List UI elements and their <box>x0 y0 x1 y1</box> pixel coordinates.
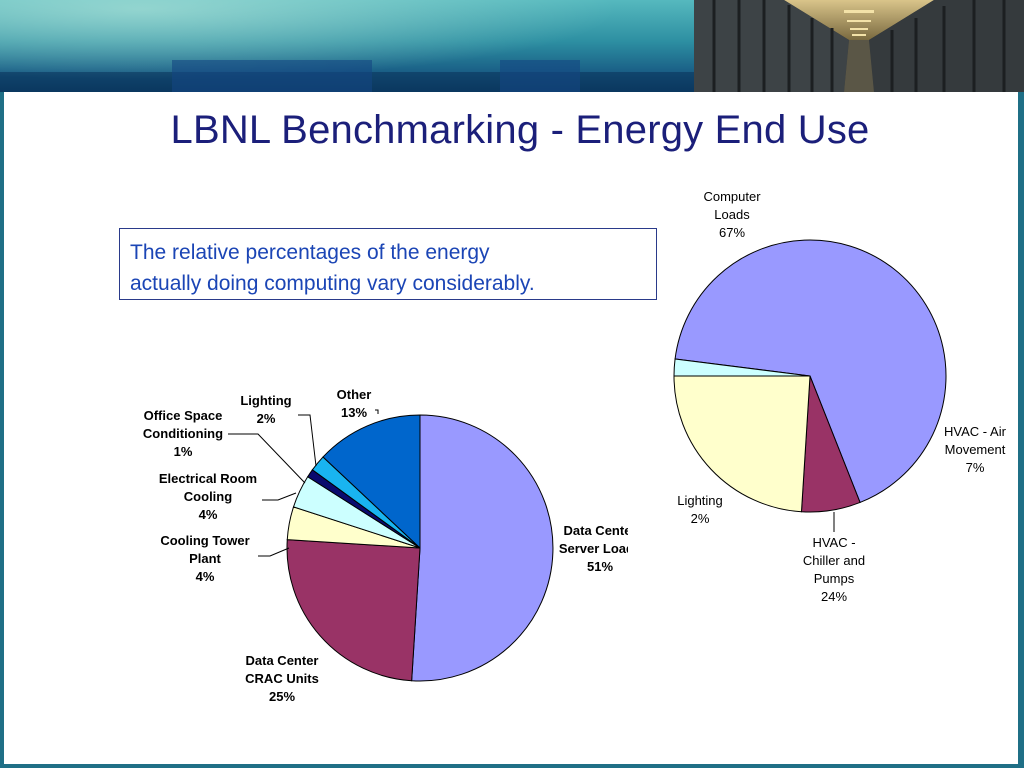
pie-slice-hvac-chiller-and-pumps <box>673 375 811 513</box>
banner-tile <box>500 60 580 92</box>
slice-label-office-space-conditioning: Office Space Conditioning 1% <box>143 408 223 459</box>
pie-slice-other <box>322 414 421 550</box>
leader-line-office-space-conditioning <box>228 433 306 484</box>
note-line: actually doing computing vary considerab… <box>130 272 535 295</box>
leader-line-lighting <box>298 414 317 467</box>
pie-chart-1: Data Center Server Loads 51% Data Center CRA… <box>143 387 641 704</box>
pie-slice-computer-loads <box>674 239 947 504</box>
banner-tile <box>172 60 372 92</box>
pie-slice-lighting <box>673 358 811 377</box>
leader-line-other <box>375 409 379 414</box>
pie-slice-data-center-server-loads <box>411 414 554 682</box>
pie-slice-data-center-crac-units <box>286 539 421 682</box>
slice-label-cooling-tower-plant: Cooling Tower Plant 4% <box>160 533 249 584</box>
slice-label-lighting: Lighting 2% <box>240 393 291 426</box>
slice-label-other: Other 13% <box>337 387 372 420</box>
pie-chart-2: Computer Loads 67% HVAC - Air Movement 7% HVAC… <box>673 189 1007 604</box>
slice-label-lighting: Lighting 2% <box>677 493 723 526</box>
note-box: The relative percentages of the energy a… <box>119 228 657 300</box>
slice-label-data-center-server-loads: Data Center Server Loads 51% <box>559 523 641 574</box>
header-banner <box>0 0 1024 92</box>
server-corridor-image <box>694 0 1024 92</box>
slice-label-electrical-room-cooling: Electrical Room Cooling 4% <box>159 471 257 522</box>
note-line: The relative percentages of the energy <box>130 241 490 264</box>
slice-label-hvac-chiller-and-pumps: HVAC -Chiller and Pumps 24% <box>803 535 865 604</box>
slide-title: LBNL Benchmarking - Energy End Use <box>170 108 870 152</box>
slice-label-hvac-air-movement: HVAC - Air Movement 7% <box>944 424 1007 475</box>
leader-line-electrical-room-cooling <box>262 492 297 501</box>
slice-label-computer-loads: Computer Loads 67% <box>703 189 761 240</box>
leader-line-cooling-tower-plant <box>258 547 290 557</box>
slice-label-data-center-crac-units: Data Center CRAC Units 25% <box>245 653 319 704</box>
